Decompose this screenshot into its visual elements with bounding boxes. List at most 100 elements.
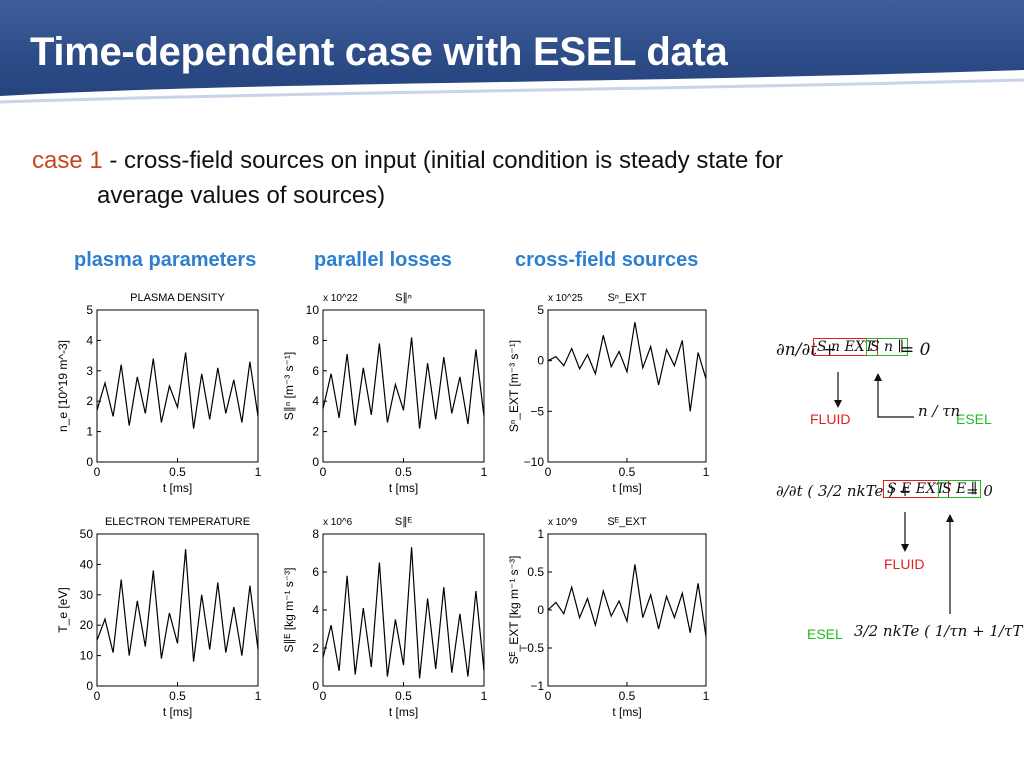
eq1-fluid-tag: FLUID: [810, 411, 851, 427]
chart-2-ylabel: Sⁿ_EXT [m⁻³ s⁻¹]: [507, 340, 521, 432]
chart-1-ytick-label-2: 4: [312, 394, 319, 408]
slide-title: Time-dependent case with ESEL data: [30, 30, 728, 74]
eq1-parallel-term: S n ∥: [866, 338, 908, 356]
chart-5-xlabel: t [ms]: [612, 705, 641, 719]
chart-1-xtick-label-1: 0.5: [395, 465, 412, 479]
chart-4-xtick-label-0: 0: [320, 689, 327, 703]
chart-3-ytick-label-1: 10: [80, 649, 94, 663]
chart-3-xtick-label-0: 0: [94, 689, 101, 703]
eq1-rhs: = 0: [900, 340, 931, 360]
chart-1-ytick-label-5: 10: [306, 303, 320, 317]
eq2-ext-term: S E EXT: [883, 480, 950, 498]
eq1-esel-term: n / τn: [918, 402, 961, 420]
chart-0-ytick-label-1: 1: [86, 425, 93, 439]
chart-4-exponent: x 10^6: [323, 517, 353, 528]
chart-2-ytick-label-1: −5: [530, 404, 544, 418]
chart-5-ytick-label-0: −1: [530, 679, 544, 693]
chart-4-ytick-label-1: 2: [312, 641, 319, 655]
chart-4-series-0: [322, 547, 485, 679]
chart-5-xtick-label-2: 1: [703, 689, 710, 703]
chart-2-frame: [547, 309, 707, 463]
chart-4-ytick-label-0: 0: [312, 679, 319, 693]
chart-3-ytick-label-4: 40: [80, 557, 94, 571]
chart-4-ylabel: S∥ᴱ [kg m⁻¹ s⁻³]: [282, 568, 296, 653]
chart-3-xtick-label-1: 0.5: [169, 689, 186, 703]
chart-5-title: Sᴱ_EXT: [607, 516, 647, 528]
chart-2-ytick-label-3: 5: [537, 303, 544, 317]
chart-0-ytick-label-0: 0: [86, 455, 93, 469]
chart-1-ytick-label-4: 8: [312, 333, 319, 347]
case-text-line-2: average values of sources): [97, 182, 386, 209]
chart-3-xlabel: t [ms]: [163, 705, 192, 719]
chart-4-ytick-label-4: 8: [312, 527, 319, 541]
chart-1-xtick-label-2: 1: [481, 465, 488, 479]
chart-0-xtick-label-2: 1: [255, 465, 262, 479]
chart-0-ytick-label-2: 2: [86, 394, 93, 408]
chart-0-ytick-label-3: 3: [86, 364, 93, 378]
chart-1-ylabel: S∥ⁿ [m⁻³ s⁻¹]: [282, 352, 296, 420]
chart-2-xtick-label-0: 0: [545, 465, 552, 479]
chart-1-ytick-label-3: 6: [312, 364, 319, 378]
eq2-rhs: = 0: [966, 482, 993, 500]
column-label-cross: cross-field sources: [515, 249, 699, 271]
chart-4-ytick-label-3: 6: [312, 565, 319, 579]
eq1-esel-tag: ESEL: [956, 411, 992, 427]
chart-3-ytick-label-2: 20: [80, 618, 94, 632]
chart-3-title: ELECTRON TEMPERATURE: [105, 516, 250, 528]
chart-1-frame: [322, 309, 485, 463]
chart-2-xtick-label-1: 0.5: [619, 465, 636, 479]
chart-0-ytick-label-5: 5: [86, 303, 93, 317]
chart-3-ytick-label-5: 50: [80, 527, 94, 541]
chart-3-series-0: [96, 549, 259, 662]
column-label-parallel: parallel losses: [314, 249, 452, 271]
chart-5-exponent: x 10^9: [548, 517, 578, 528]
chart-3-ytick-label-0: 0: [86, 679, 93, 693]
chart-5-ytick-label-3: 0.5: [527, 565, 544, 579]
chart-2-ytick-label-2: 0: [537, 354, 544, 368]
chart-4-xtick-label-1: 0.5: [395, 689, 412, 703]
chart-1-exponent: x 10^22: [323, 293, 358, 304]
chart-0-ylabel: n_e [10^19 m^-3]: [56, 340, 70, 432]
chart-1-series-0: [322, 337, 485, 429]
chart-1-xlabel: t [ms]: [389, 481, 418, 495]
chart-2-series-0: [547, 322, 707, 412]
eq2-esel-tag: ESEL: [807, 626, 843, 642]
title-bar-wave: [0, 70, 1024, 118]
chart-1-xtick-label-0: 0: [320, 465, 327, 479]
chart-5-frame: [547, 533, 707, 687]
eq2-esel-term: 3/2 nkTe ( 1/τn + 1/τT ): [854, 622, 1024, 640]
chart-5-ylabel: Sᴱ_EXT [kg m⁻¹ s⁻³]: [507, 556, 521, 665]
chart-3-ytick-label-3: 30: [80, 588, 94, 602]
chart-1-ytick-label-0: 0: [312, 455, 319, 469]
chart-4-ytick-label-2: 4: [312, 603, 319, 617]
chart-5-series-0: [547, 564, 707, 637]
chart-0-ytick-label-4: 4: [86, 333, 93, 347]
case-description: case 1 - cross-field sources on input (i…: [32, 143, 994, 213]
chart-0-series-0: [96, 352, 259, 429]
eq1-ext-term: S n EXT: [813, 338, 879, 356]
chart-4-title: S∥ᴱ: [395, 516, 413, 528]
chart-0-frame: [96, 309, 259, 463]
chart-0-xtick-label-1: 0.5: [169, 465, 186, 479]
case-text-line-1: - cross-field sources on input (initial …: [102, 147, 784, 174]
case-label: case 1: [32, 147, 103, 174]
chart-5-ytick-label-1: −0.5: [520, 641, 544, 655]
chart-1-title: S∥ⁿ: [395, 292, 412, 304]
chart-4-xtick-label-2: 1: [481, 689, 488, 703]
chart-2-ytick-label-0: −10: [524, 455, 545, 469]
chart-2-exponent: x 10^25: [548, 293, 583, 304]
chart-0-xtick-label-0: 0: [94, 465, 101, 479]
eq2-parallel-term: S E ∥: [938, 480, 982, 498]
chart-0-title: PLASMA DENSITY: [130, 292, 225, 304]
chart-5-ytick-label-2: 0: [537, 603, 544, 617]
chart-5-xtick-label-0: 0: [545, 689, 552, 703]
chart-5-xtick-label-1: 0.5: [619, 689, 636, 703]
chart-1-ytick-label-1: 2: [312, 425, 319, 439]
chart-3-ylabel: T_e [eV]: [56, 587, 70, 632]
chart-5-ytick-label-4: 1: [537, 527, 544, 541]
column-label-plasma: plasma parameters: [74, 249, 257, 271]
chart-4-xlabel: t [ms]: [389, 705, 418, 719]
chart-2-xlabel: t [ms]: [612, 481, 641, 495]
chart-2-xtick-label-2: 1: [703, 465, 710, 479]
